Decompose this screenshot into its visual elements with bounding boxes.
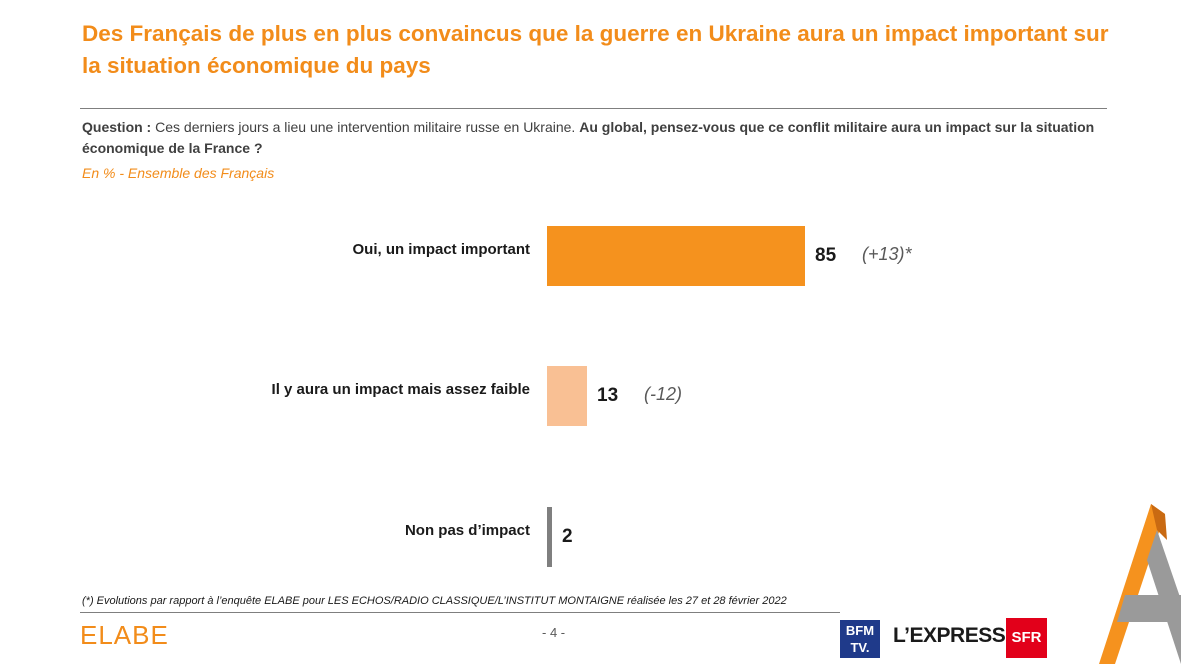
category-label: Il y aura un impact mais assez faible bbox=[271, 381, 530, 398]
bar bbox=[547, 226, 805, 286]
bfm-logo-line2: TV. bbox=[850, 640, 870, 655]
bfmtv-logo: BFM TV. bbox=[840, 620, 880, 658]
bfm-logo-line1: BFM bbox=[845, 623, 875, 638]
data-label: 85 bbox=[815, 245, 837, 266]
question-main: Au global, pensez-vous que ce conflit mi… bbox=[82, 119, 1095, 156]
bar bbox=[547, 366, 587, 426]
evolution-label: (-12) bbox=[644, 384, 683, 404]
page-number: - 4 - bbox=[542, 625, 566, 640]
question-intro: Ces derniers jours a lieu une interventi… bbox=[151, 119, 580, 135]
data-label: 2 bbox=[562, 526, 573, 547]
bar bbox=[547, 507, 552, 567]
chart-subtitle: En % - Ensemble des Français bbox=[82, 165, 275, 181]
footer-divider bbox=[80, 612, 840, 613]
category-label: Non pas d’impact bbox=[404, 522, 530, 539]
elabe-triangle-decoration bbox=[1099, 504, 1181, 664]
sfr-logo: SFR bbox=[1006, 618, 1047, 658]
footnote: (*) Evolutions par rapport à l’enquête E… bbox=[82, 595, 787, 607]
question-text: Question : Ces derniers jours a lieu une… bbox=[82, 117, 1112, 159]
title-divider bbox=[80, 108, 1107, 109]
slide-title: Des Français de plus en plus convaincus … bbox=[82, 21, 1109, 78]
data-label: 13 bbox=[597, 385, 619, 406]
lexpress-logo: L’EXPRESS bbox=[893, 624, 1006, 647]
category-label: Oui, un impact important bbox=[352, 241, 530, 258]
question-prefix: Question : bbox=[82, 119, 152, 135]
evolution-label: (+13)* bbox=[862, 244, 912, 264]
elabe-logo: ELABE bbox=[80, 620, 169, 650]
